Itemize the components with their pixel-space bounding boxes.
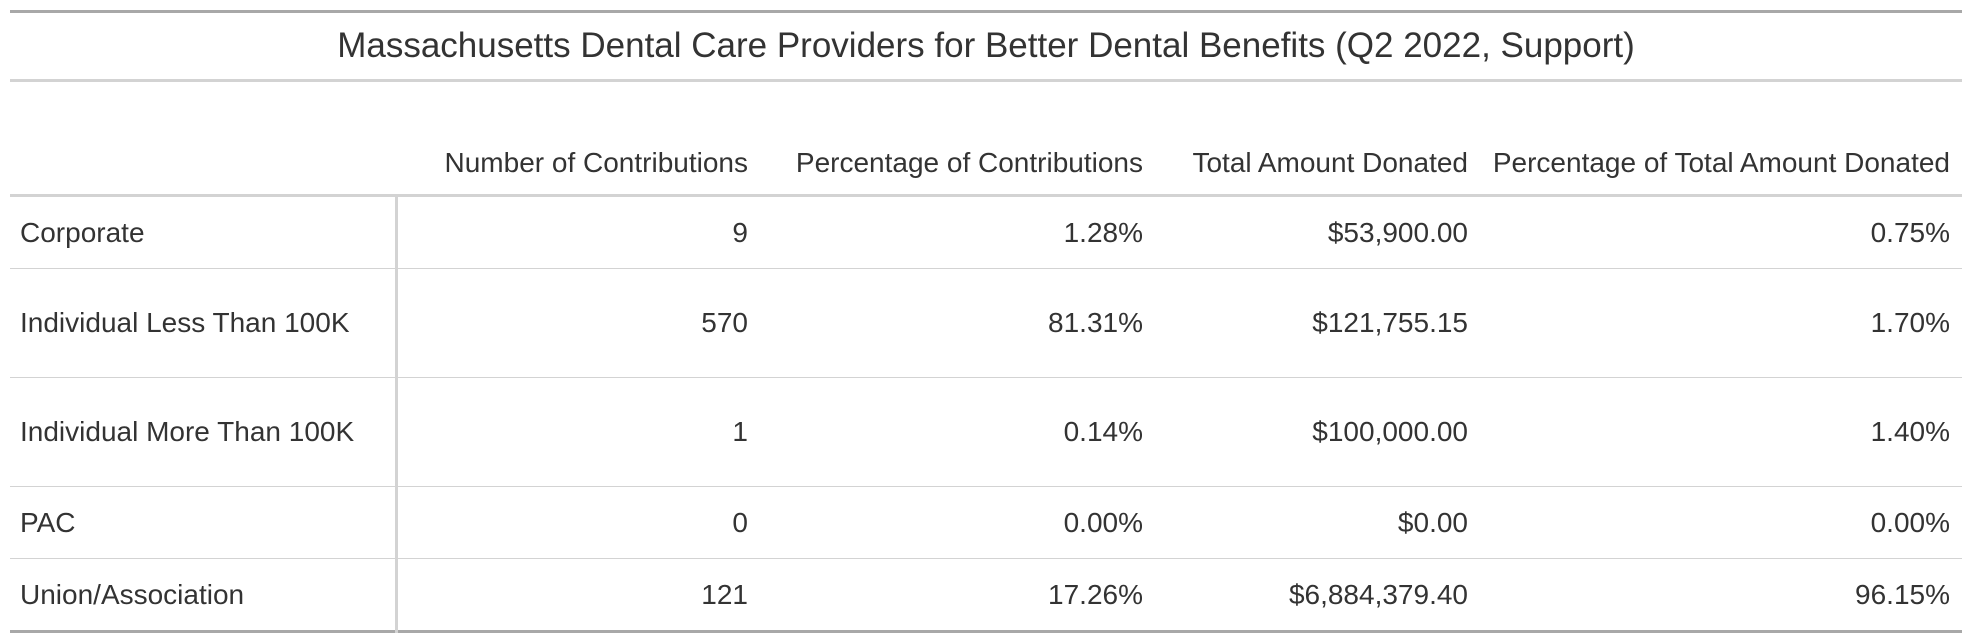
- row-label: Individual More Than 100K: [10, 377, 398, 487]
- table-title: Massachusetts Dental Care Providers for …: [10, 11, 1962, 82]
- contributions-table: Massachusetts Dental Care Providers for …: [10, 10, 1962, 633]
- column-header-percentage-of-total-amount: Percentage of Total Amount Donated: [1480, 80, 1962, 197]
- cell-percentage-of-total-amount: 1.70%: [1480, 268, 1962, 378]
- column-header-number-of-contributions: Number of Contributions: [396, 80, 760, 197]
- cell-total-amount-donated: $121,755.15: [1155, 268, 1480, 378]
- row-label: PAC: [10, 486, 398, 559]
- cell-percentage-of-total-amount: 0.00%: [1480, 486, 1962, 559]
- column-header-percentage-of-contributions: Percentage of Contributions: [760, 80, 1155, 197]
- cell-number-of-contributions: 0: [396, 486, 760, 559]
- row-label: Corporate: [10, 195, 398, 269]
- cell-total-amount-donated: $53,900.00: [1155, 195, 1480, 269]
- cell-total-amount-donated: $6,884,379.40: [1288, 578, 1468, 610]
- column-header-row: Number of Contributions Percentage of Co…: [10, 80, 1962, 197]
- cell-percentage-of-total-amount: 96.15%: [1855, 578, 1950, 610]
- column-header-stub: [10, 80, 396, 197]
- table-container: Massachusetts Dental Care Providers for …: [10, 10, 1962, 633]
- cell-number-of-contributions: 121: [701, 578, 748, 610]
- cell-total-amount-donated: $0.00: [1155, 486, 1480, 559]
- cell-percentage-of-total-amount: 1.40%: [1480, 377, 1962, 487]
- table-row: Individual More Than 100K 1 0.14% $100,0…: [10, 377, 1962, 487]
- table-row: PAC 0 0.00% $0.00 0.00%: [10, 486, 1962, 559]
- column-header-total-amount-donated: Total Amount Donated: [1155, 80, 1480, 197]
- cell-percentage-of-contributions: 17.26%: [1048, 578, 1143, 610]
- cell-percentage-of-total-amount: 0.75%: [1480, 195, 1962, 269]
- table-row: Union/Association 121 17.26% $6,884,379.…: [10, 558, 1962, 632]
- cell-percentage-of-contributions: 0.00%: [760, 486, 1155, 559]
- row-label: Union/Association: [10, 558, 398, 632]
- cell-number-of-contributions: 9: [396, 195, 760, 269]
- cell-total-amount-donated: $100,000.00: [1155, 377, 1480, 487]
- table-row: Corporate 9 1.28% $53,900.00 0.75%: [10, 195, 1962, 269]
- cell-percentage-of-contributions: 1.28%: [760, 195, 1155, 269]
- cell-number-of-contributions: 570: [396, 268, 760, 378]
- table-title-row: Massachusetts Dental Care Providers for …: [10, 11, 1962, 82]
- cell-percentage-of-contributions: 0.14%: [760, 377, 1155, 487]
- cell-number-of-contributions: 1: [396, 377, 760, 487]
- row-label: Individual Less Than 100K: [10, 268, 398, 378]
- table-row: Individual Less Than 100K 570 81.31% $12…: [10, 268, 1962, 378]
- cell-percentage-of-contributions: 81.31%: [760, 268, 1155, 378]
